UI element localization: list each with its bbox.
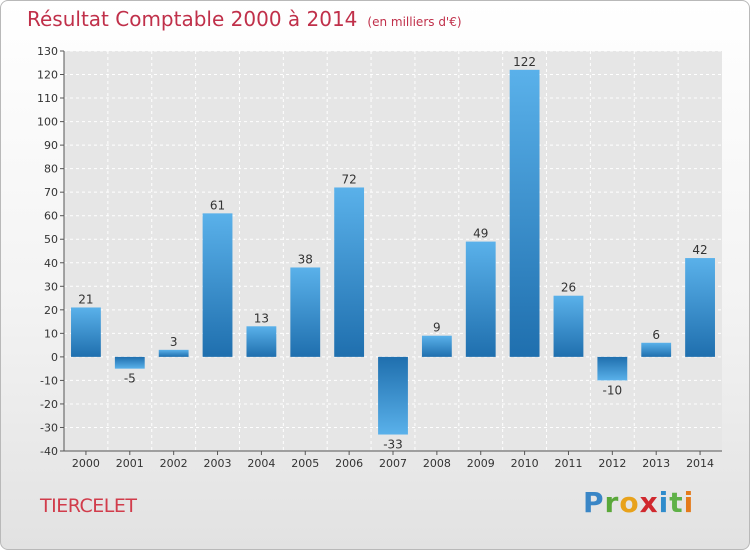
bar-2009 [465, 241, 496, 357]
y-tick-label: 80 [44, 163, 58, 176]
chart-title: Résultat Comptable 2000 à 2014 (en millie… [27, 7, 462, 31]
bar-2007 [378, 356, 408, 435]
bar-2011 [553, 295, 584, 357]
bar-2012 [597, 356, 628, 381]
data-label: 6 [652, 328, 660, 342]
data-label: 49 [473, 227, 488, 241]
data-label: -5 [124, 372, 136, 386]
y-tick-label: 130 [37, 45, 58, 58]
x-tick-label: 2012 [598, 457, 626, 470]
data-label: -10 [603, 383, 623, 397]
data-label: 38 [298, 252, 313, 266]
x-tick-label: 2013 [642, 457, 670, 470]
data-label: 9 [433, 321, 441, 335]
bar-2006 [334, 187, 365, 357]
y-tick-label: 110 [37, 92, 58, 105]
y-tick-label: 70 [44, 186, 58, 199]
x-tick-label: 2005 [291, 457, 319, 470]
bar-2005 [290, 267, 321, 357]
data-label: 72 [341, 172, 356, 186]
town-name: TIERCELET [40, 495, 137, 517]
x-tick-label: 2007 [379, 457, 407, 470]
data-label: 21 [78, 292, 93, 306]
y-tick-label: 100 [37, 116, 58, 129]
bar-2002 [158, 349, 189, 357]
y-tick-label: 60 [44, 210, 58, 223]
y-tick-label: 90 [44, 139, 58, 152]
proxiti-logo: Proxiti [583, 486, 695, 519]
data-label: 3 [170, 335, 178, 349]
bar-2001 [114, 356, 145, 369]
data-label: 122 [513, 55, 536, 69]
y-tick-label: 30 [44, 280, 58, 293]
data-label: 61 [210, 198, 225, 212]
x-axis: 2000 2001 2002 2003 2004 2005 2006 2007 2008 2009… [64, 450, 722, 470]
x-tick-label: 2004 [247, 457, 275, 470]
y-tick-label: -10 [40, 374, 58, 387]
y-tick-label: -20 [40, 398, 58, 411]
bar-2014 [685, 258, 715, 357]
bar-2008 [421, 335, 452, 357]
x-tick-label: 2009 [467, 457, 495, 470]
y-tick-label: 20 [44, 304, 58, 317]
x-tick-label: 2003 [204, 457, 232, 470]
y-tick-label: 40 [44, 257, 58, 270]
x-tick-label: 2002 [160, 457, 188, 470]
bar-2000 [71, 307, 101, 357]
bar-2003 [202, 213, 233, 357]
y-axis: 1301201101009080706050403020100-10-20-30… [37, 45, 65, 458]
x-tick-label: 2011 [554, 457, 582, 470]
y-tick-label: 0 [51, 351, 58, 364]
data-label: 26 [561, 281, 576, 295]
x-tick-label: 2014 [686, 457, 714, 470]
y-tick-label: -40 [40, 445, 58, 458]
x-tick-label: 2006 [335, 457, 363, 470]
x-tick-label: 2008 [423, 457, 451, 470]
y-tick-label: 120 [37, 69, 58, 82]
x-tick-label: 2000 [72, 457, 100, 470]
x-tick-label: 2001 [116, 457, 144, 470]
data-label: 42 [692, 243, 707, 257]
bar-2004 [246, 326, 277, 357]
y-tick-label: 50 [44, 233, 58, 246]
bar-2013 [641, 342, 672, 357]
y-tick-label: 10 [44, 327, 58, 340]
title-text: Résultat Comptable 2000 à 2014 [27, 7, 358, 31]
bars: 21 -5 3 61 13 38 72 -33 9 49 122 26 -10 6 42 [71, 55, 715, 452]
chart-subtitle: (en milliers d'€) [367, 15, 462, 29]
x-tick-label: 2010 [511, 457, 539, 470]
y-tick-label: -30 [40, 421, 58, 434]
bar-2010 [509, 69, 540, 357]
data-label: 13 [254, 311, 269, 325]
data-label: -33 [383, 438, 403, 452]
